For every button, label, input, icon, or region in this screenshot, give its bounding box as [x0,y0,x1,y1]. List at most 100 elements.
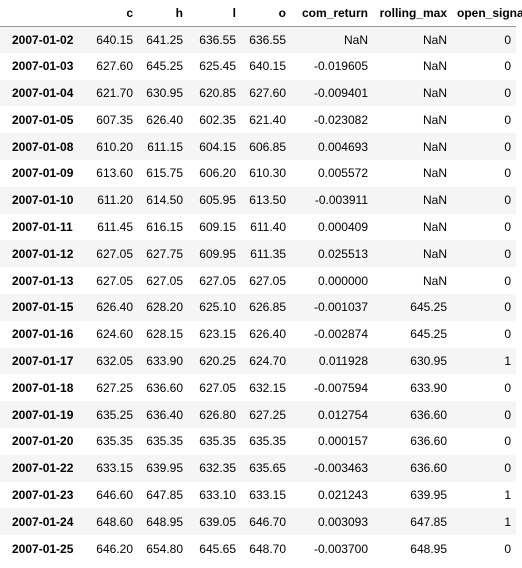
table-cell: 626.80 [199,407,236,422]
table-row: 2007-01-16 624.60 628.15 623.15 626.40 -0.002… [0,321,516,348]
table-row: 2007-01-09 613.60 615.75 606.20 610.30 0.0055… [0,160,516,187]
table-cell: 620.85 [199,85,236,100]
table-cell: NaN [422,246,447,261]
table-cell: 636.55 [249,32,286,47]
table-cell: -0.023082 [313,112,368,127]
table-cell: 626.85 [249,300,286,315]
table-cell: 635.35 [146,434,183,449]
table-cell: 1 [504,514,511,529]
table-body: 2007-01-02 640.15 641.25 636.55 636.55 NaN NaN… [0,26,516,562]
row-index-label: 2007-01-20 [12,434,74,449]
table-cell: 0 [504,32,511,47]
header-row: c h l o com_return rolling_max open_signal [0,0,522,26]
table-cell: NaN [422,219,447,234]
table-cell: 613.60 [96,166,133,181]
table-cell: 626.40 [96,300,133,315]
table-cell: 616.15 [146,219,183,234]
table-cell: NaN [343,32,368,47]
table-cell: 607.35 [96,112,133,127]
table-cell: NaN [422,273,447,288]
row-index-label: 2007-01-13 [12,273,74,288]
table-cell: 633.90 [410,380,447,395]
table-cell: 623.15 [199,327,236,342]
row-index-label: 2007-01-24 [12,514,74,529]
table-cell: 630.95 [410,353,447,368]
table-row: 2007-01-20 635.35 635.35 635.35 635.35 0.0001… [0,428,516,455]
table-row: 2007-01-05 607.35 626.40 602.35 621.40 -0.023… [0,106,516,133]
table-cell: 0 [504,407,511,422]
table-cell: 636.60 [410,407,447,422]
table-row: 2007-01-25 646.20 654.80 645.65 648.70 -0.003… [0,535,516,562]
table-cell: -0.003700 [313,541,368,556]
table-cell: 0 [504,193,511,208]
table-cell: 621.40 [249,112,286,127]
table-cell: 627.05 [249,273,286,288]
row-index-label: 2007-01-25 [12,541,74,556]
table-cell: 645.65 [199,541,236,556]
table-cell: 627.60 [96,59,133,74]
table-cell: 654.80 [146,541,183,556]
table-cell: 0 [504,219,511,234]
row-index-label: 2007-01-18 [12,380,74,395]
table-cell: 609.15 [199,219,236,234]
row-index-label: 2007-01-09 [12,166,74,181]
table-row: 2007-01-12 627.05 627.75 609.95 611.35 0.0255… [0,240,516,268]
table-cell: 621.70 [96,85,133,100]
table-row: 2007-01-24 648.60 648.95 639.05 646.70 0.0030… [0,508,516,536]
table-cell: 0.004693 [317,139,368,154]
table-cell: 611.35 [250,246,286,261]
table-cell: 632.15 [249,380,286,395]
table-cell: 635.35 [249,434,286,449]
table-cell: -0.001037 [313,300,368,315]
table-cell: 604.15 [199,139,236,154]
table-cell: 0 [504,461,511,476]
table-cell: 627.05 [199,380,236,395]
table-cell: 633.90 [146,353,183,368]
table-cell: 639.95 [146,461,183,476]
row-index-label: 2007-01-16 [12,327,74,342]
table-cell: 636.60 [410,434,447,449]
table-cell: 602.35 [199,112,236,127]
table-cell: 632.05 [96,353,133,368]
table-cell: 0.000157 [317,434,368,449]
table-cell: 627.75 [146,246,183,261]
table-cell: 0 [504,300,511,315]
table-cell: 627.05 [199,273,236,288]
table-cell: 635.25 [96,407,133,422]
table-cell: NaN [422,112,447,127]
table-cell: 636.55 [199,32,236,47]
table-cell: 611.15 [147,139,183,154]
row-index-label: 2007-01-11 [12,219,73,234]
column-header: c [126,5,133,20]
table-cell: 610.30 [249,166,286,181]
column-header: h [175,5,183,20]
table-cell: 645.25 [146,59,183,74]
table-cell: 624.60 [96,327,133,342]
table-cell: -0.003463 [313,461,368,476]
table-cell: 639.05 [199,514,236,529]
table-cell: 627.60 [249,85,286,100]
row-index-label: 2007-01-10 [12,193,74,208]
table-row: 2007-01-19 635.25 636.40 626.80 627.25 0.0127… [0,401,516,428]
table-cell: -0.019605 [313,59,368,74]
table-cell: NaN [422,166,447,181]
table-cell: 0.000000 [317,273,368,288]
table-row: 2007-01-11 611.45 616.15 609.15 611.40 0.0004… [0,214,516,241]
table-cell: 648.60 [96,514,133,529]
table-cell: 605.95 [199,193,236,208]
table-cell: 0.021243 [317,487,368,502]
table-cell: -0.007594 [313,380,368,395]
table-cell: 633.15 [96,461,133,476]
table-cell: 615.75 [146,166,183,181]
index-header [0,0,83,26]
table-cell: 625.45 [199,59,236,74]
table-cell: 0 [504,327,511,342]
table-cell: 0.025513 [317,246,368,261]
row-index-label: 2007-01-15 [12,300,74,315]
table-cell: 0 [504,246,511,261]
table-cell: 648.95 [410,541,447,556]
table-header: c h l o com_return rolling_max open_signal [0,0,522,26]
table-cell: NaN [422,59,447,74]
table-row: 2007-01-13 627.05 627.05 627.05 627.05 0.0000… [0,267,516,294]
table-cell: 646.70 [249,514,286,529]
